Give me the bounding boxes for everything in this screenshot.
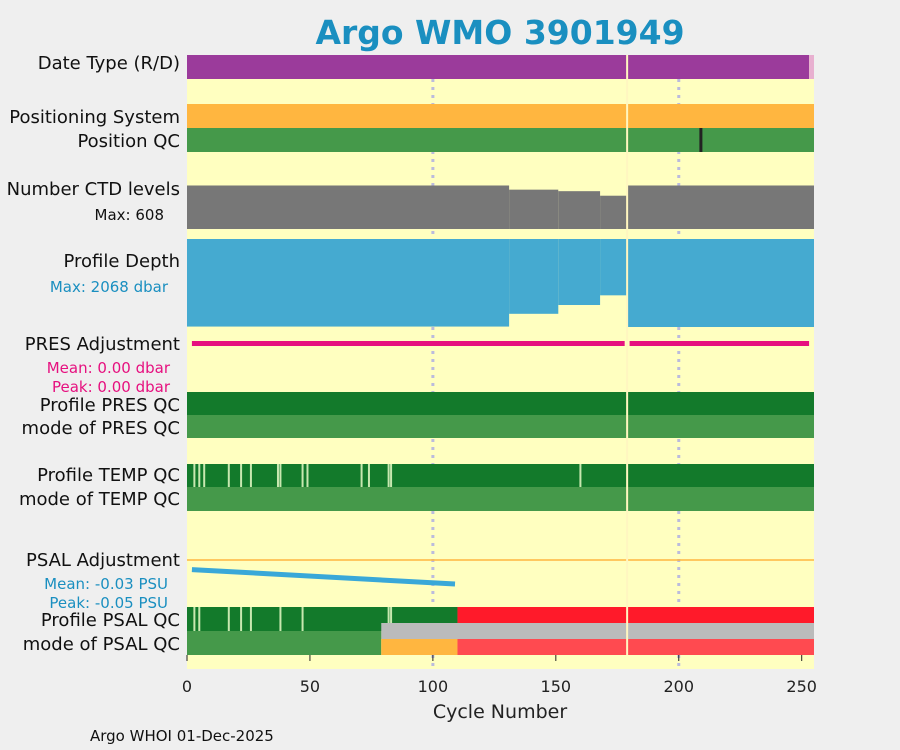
psal-adj-mean: Mean: -0.03 PSU bbox=[44, 575, 168, 593]
psal-qc-flag-26 bbox=[249, 607, 252, 631]
psal-qc-flag-17 bbox=[227, 607, 230, 631]
profile-depth-bar-3 bbox=[600, 239, 628, 296]
profile-depth-bar-2 bbox=[558, 239, 601, 306]
chart-title: Argo WMO 3901949 bbox=[315, 13, 684, 52]
psal-qc-flag-3 bbox=[193, 607, 196, 631]
bar-mode-psal-qc-probable bbox=[381, 639, 458, 655]
label-profile-temp-qc: Profile TEMP QC bbox=[37, 465, 180, 486]
psal-qc-flag-82 bbox=[387, 607, 390, 631]
x-axis-label: Cycle Number bbox=[433, 701, 567, 723]
ctd-levels-bar-1 bbox=[509, 189, 559, 229]
psal-adj-peak: Peak: -0.05 PSU bbox=[49, 594, 168, 612]
temp-qc-flag-47 bbox=[301, 464, 304, 487]
temp-qc-flag-5 bbox=[198, 464, 201, 487]
x-axis-ticks: 0 50 100 150 200 250 bbox=[182, 655, 817, 696]
temp-qc-flag-38 bbox=[279, 464, 282, 487]
temp-qc-flag-49 bbox=[306, 464, 309, 487]
temp-qc-flag-22 bbox=[240, 464, 243, 487]
label-position-qc: Position QC bbox=[77, 131, 180, 152]
label-profile-psal-qc: Profile PSAL QC bbox=[41, 610, 180, 631]
label-positioning-system: Positioning System bbox=[9, 107, 180, 128]
profile-depth-bar-1 bbox=[509, 239, 559, 314]
psal-qc-flag-38 bbox=[279, 607, 282, 631]
x-tick-label-0: 0 bbox=[182, 677, 192, 696]
x-tick-label-3: 150 bbox=[541, 677, 572, 696]
bar-mode-pres-qc bbox=[187, 415, 814, 438]
label-mode-psal-qc: mode of PSAL QC bbox=[23, 634, 180, 655]
bar-profile-pres-qc bbox=[187, 392, 814, 415]
temp-qc-flag-7 bbox=[203, 464, 206, 487]
psal-qc-flag-83 bbox=[390, 607, 393, 631]
bar-profile-temp-qc bbox=[187, 464, 814, 487]
temp-qc-flag-74 bbox=[367, 464, 370, 487]
x-tick-label-2: 100 bbox=[418, 677, 449, 696]
footer-credit: Argo WHOI 01-Dec-2025 bbox=[90, 727, 274, 745]
psal-qc-flag-47 bbox=[301, 607, 304, 631]
temp-qc-flag-82 bbox=[387, 464, 390, 487]
bar-mode-psal-qc-bad bbox=[457, 639, 814, 655]
label-pres-adjustment: PRES Adjustment bbox=[25, 334, 180, 355]
temp-qc-flag-17 bbox=[227, 464, 230, 487]
profile-depth-bar-4 bbox=[627, 239, 814, 328]
bar-date-type-delayed bbox=[187, 55, 810, 79]
x-tick-label-1: 50 bbox=[300, 677, 320, 696]
temp-qc-flag-37 bbox=[276, 464, 279, 487]
ctd-levels-max: Max: 608 bbox=[95, 206, 164, 224]
ctd-levels-bar-2 bbox=[558, 191, 601, 229]
label-profile-pres-qc: Profile PRES QC bbox=[40, 395, 180, 416]
pres-adjustment-line-1 bbox=[629, 341, 810, 346]
bar-profile-psal-qc-bad bbox=[457, 607, 814, 623]
temp-qc-flag-71 bbox=[360, 464, 363, 487]
temp-qc-flag-160 bbox=[579, 464, 582, 487]
plot-area bbox=[187, 55, 814, 669]
pres-adj-peak: Peak: 0.00 dbar bbox=[52, 378, 171, 396]
psal-qc-flag-5 bbox=[198, 607, 201, 631]
ctd-levels-bar-0 bbox=[187, 185, 510, 229]
temp-qc-flag-26 bbox=[249, 464, 252, 487]
bar-mode-temp-qc bbox=[187, 487, 814, 511]
label-profile-depth: Profile Depth bbox=[63, 251, 180, 272]
ctd-levels-bar-4 bbox=[627, 185, 814, 229]
bar-mode-psal-qc-good bbox=[187, 631, 382, 655]
x-tick-label-4: 200 bbox=[663, 677, 694, 696]
x-tick-label-5: 250 bbox=[786, 677, 817, 696]
pres-adj-mean: Mean: 0.00 dbar bbox=[47, 359, 171, 377]
cycle-gap-line bbox=[626, 55, 629, 655]
bar-positioning-system bbox=[187, 104, 814, 128]
psal-adjustment-line bbox=[191, 567, 456, 587]
pres-adjustment-line-0 bbox=[191, 341, 625, 346]
temp-qc-flag-83 bbox=[390, 464, 393, 487]
label-psal-adjustment: PSAL Adjustment bbox=[26, 550, 180, 571]
ctd-levels-bar-3 bbox=[600, 195, 628, 229]
bar-psal-qc-unknown bbox=[381, 623, 814, 639]
profile-depth-max: Max: 2068 dbar bbox=[50, 278, 169, 296]
label-date-type: Date Type (R/D) bbox=[38, 53, 180, 74]
temp-qc-flag-3 bbox=[193, 464, 196, 487]
chart-marks bbox=[187, 55, 814, 669]
label-ctd-levels: Number CTD levels bbox=[7, 179, 180, 200]
label-mode-pres-qc: mode of PRES QC bbox=[22, 418, 180, 439]
bar-position-qc bbox=[187, 128, 814, 152]
bar-date-type-realtime bbox=[809, 55, 814, 79]
psal-qc-flag-22 bbox=[240, 607, 243, 631]
profile-depth-bar-0 bbox=[187, 239, 510, 327]
label-mode-temp-qc: mode of TEMP QC bbox=[19, 489, 180, 510]
position-qc-flag-209 bbox=[699, 128, 703, 152]
